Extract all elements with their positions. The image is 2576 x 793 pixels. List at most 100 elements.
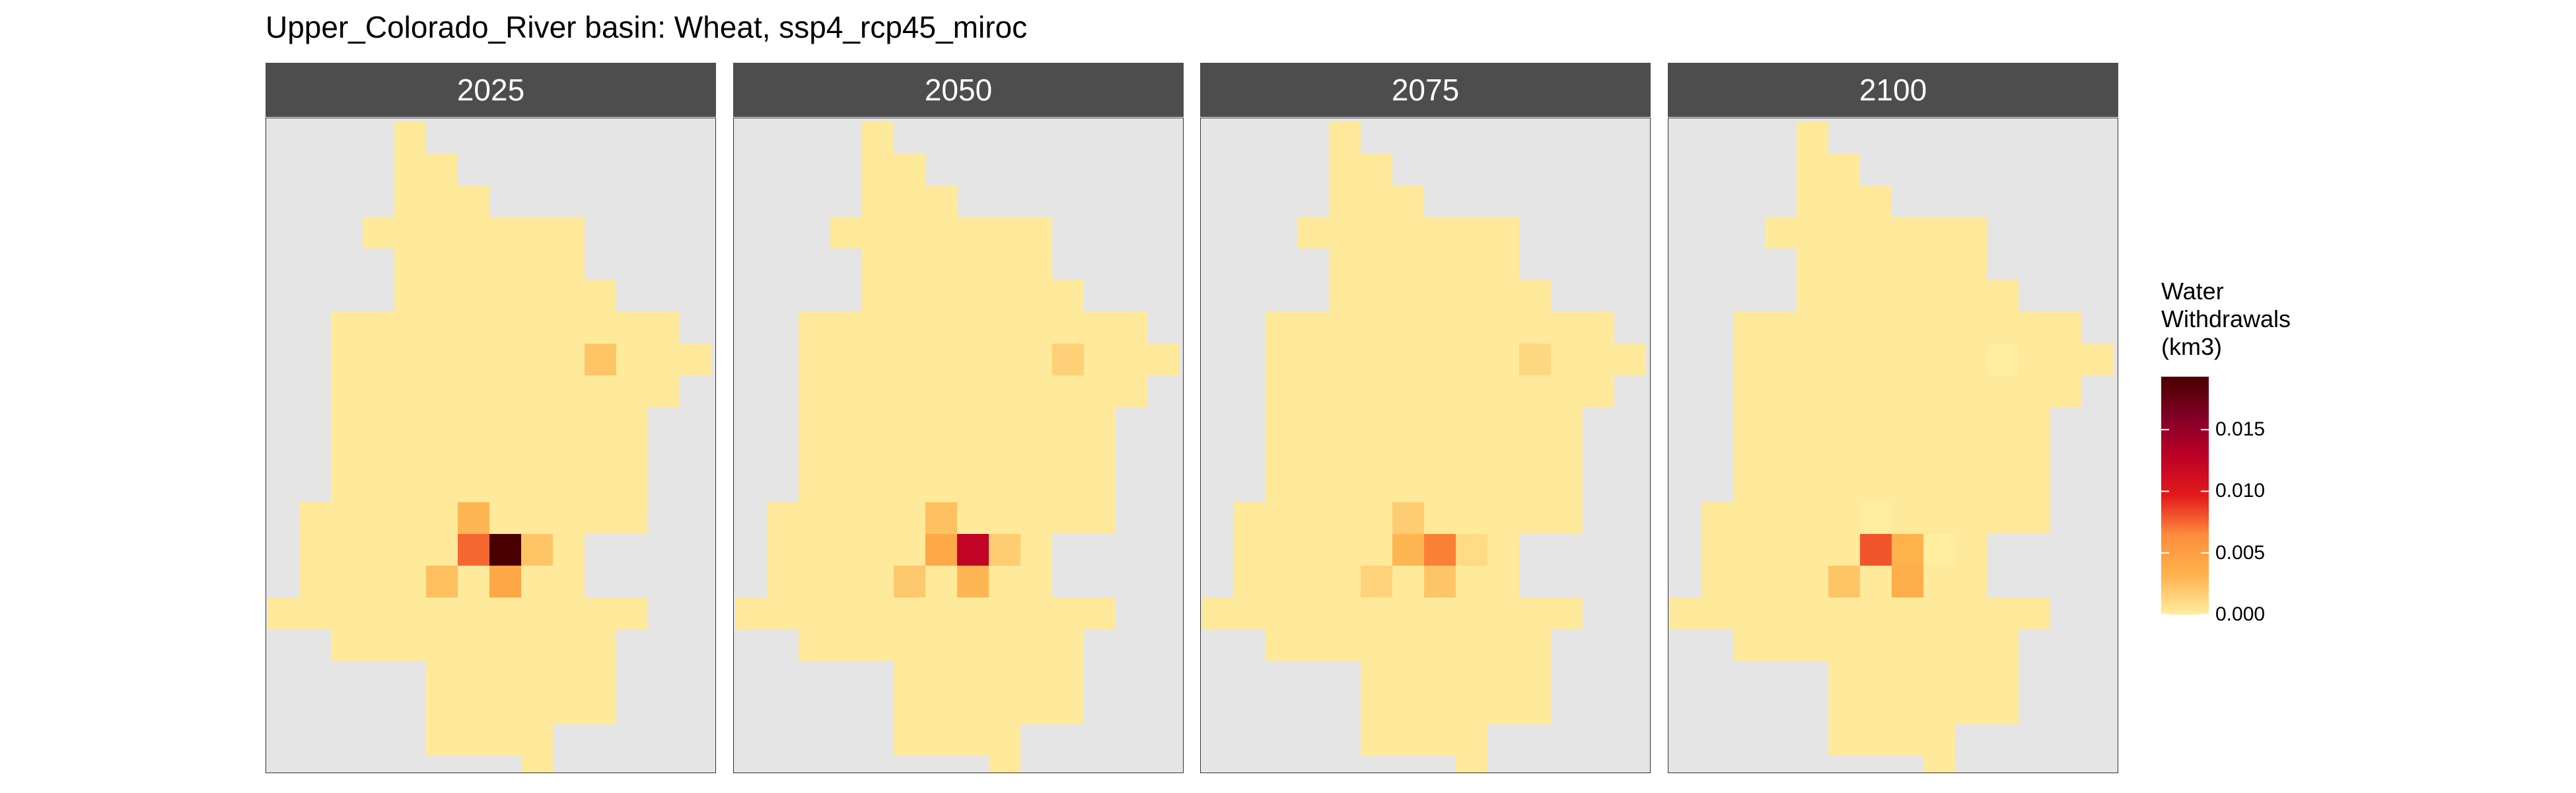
heatmap-cell	[1955, 471, 1987, 502]
heatmap-cell	[1234, 597, 1266, 629]
heatmap-cell	[363, 312, 394, 344]
heatmap-cell	[616, 471, 648, 502]
heatmap-cell	[1923, 439, 1955, 471]
heatmap-cell	[1860, 534, 1892, 566]
legend-title-line: Water	[2161, 278, 2224, 305]
heatmap-cell	[925, 185, 957, 217]
heatmap-cell	[925, 217, 957, 248]
heatmap-cell	[1860, 566, 1892, 597]
heatmap-cell	[1733, 439, 1765, 471]
heatmap-cell	[1487, 312, 1519, 344]
heatmap-cell	[1955, 407, 1987, 439]
heatmap-cell	[1828, 502, 1860, 534]
heatmap-cell	[862, 153, 894, 185]
heatmap-cell	[925, 534, 957, 566]
heatmap-cell	[862, 407, 894, 439]
heatmap-cell	[553, 661, 585, 693]
heatmap-cell	[363, 375, 394, 407]
heatmap-cell	[1424, 217, 1456, 248]
heatmap-cell	[394, 153, 426, 185]
heatmap-cell	[1797, 597, 1828, 629]
heatmap-cell	[1797, 629, 1828, 661]
heatmap-cell	[1392, 724, 1424, 756]
heatmap-cell	[521, 502, 553, 534]
heatmap-cell	[585, 661, 616, 693]
heatmap-cell	[925, 439, 957, 471]
heatmap-cell	[1234, 566, 1266, 597]
heatmap-cell	[521, 597, 553, 629]
heatmap-cell	[767, 566, 799, 597]
heatmap-cell	[1456, 756, 1487, 773]
heatmap-cell	[1020, 597, 1052, 629]
heatmap-cell	[616, 375, 648, 407]
heatmap-cell	[458, 344, 489, 375]
heatmap-cell	[331, 629, 363, 661]
heatmap-cell	[830, 439, 862, 471]
legend-tick-label: 0.010	[2215, 480, 2266, 502]
heatmap-cell	[521, 566, 553, 597]
heatmap-cell	[1392, 597, 1424, 629]
heatmap-cell	[799, 407, 830, 439]
heatmap-cell	[1297, 566, 1329, 597]
heatmap-cell	[1797, 312, 1828, 344]
heatmap-cell	[1020, 344, 1052, 375]
heatmap-cell	[1392, 471, 1424, 502]
heatmap-cell	[1955, 248, 1987, 280]
heatmap-cell	[1701, 502, 1733, 534]
heatmap-cell	[894, 661, 925, 693]
heatmap-cell	[585, 439, 616, 471]
heatmap-cell	[894, 724, 925, 756]
heatmap-cell	[458, 407, 489, 439]
heatmap-cell	[1456, 344, 1487, 375]
heatmap-cell	[1765, 566, 1797, 597]
heatmap-cell	[1020, 280, 1052, 312]
heatmap-cell	[1519, 375, 1551, 407]
heatmap-cell	[2050, 312, 2082, 344]
heatmap-cell	[1519, 629, 1551, 661]
heatmap-cell	[1424, 312, 1456, 344]
heatmap-cell	[1733, 471, 1765, 502]
heatmap-cell	[1987, 344, 2019, 375]
heatmap-cell	[1361, 153, 1392, 185]
heatmap-cell	[1052, 661, 1084, 693]
heatmap-cell	[616, 344, 648, 375]
heatmap-cell	[767, 502, 799, 534]
heatmap-cell	[894, 185, 925, 217]
heatmap-cell	[862, 248, 894, 280]
heatmap-cell	[1955, 502, 1987, 534]
heatmap-cell	[1733, 629, 1765, 661]
heatmap-cell	[989, 724, 1020, 756]
heatmap-cell	[989, 344, 1020, 375]
heatmap-cell	[426, 471, 458, 502]
heatmap-cell	[1987, 629, 2019, 661]
heatmap-cell	[1583, 312, 1614, 344]
heatmap-cell	[1052, 344, 1084, 375]
heatmap-cell	[1797, 248, 1828, 280]
heatmap-cell	[489, 344, 521, 375]
heatmap-cell	[521, 756, 553, 773]
heatmap-cell	[489, 566, 521, 597]
heatmap-cell	[1020, 566, 1052, 597]
heatmap-cell	[957, 693, 989, 724]
heatmap-cell	[957, 217, 989, 248]
heatmap-cell	[830, 629, 862, 661]
heatmap-cell	[331, 566, 363, 597]
heatmap-cell	[394, 629, 426, 661]
heatmap-cell	[1955, 629, 1987, 661]
heatmap-cell	[799, 375, 830, 407]
heatmap-cell	[1392, 217, 1424, 248]
heatmap-cell	[394, 502, 426, 534]
heatmap-cell	[1733, 566, 1765, 597]
heatmap-cell	[799, 312, 830, 344]
heatmap-cell	[1797, 280, 1828, 312]
heatmap-cell	[862, 344, 894, 375]
facet-panel-2025: 2025	[266, 63, 716, 773]
heatmap-cell	[648, 375, 680, 407]
heatmap-cell	[1955, 439, 1987, 471]
heatmap-cell	[585, 502, 616, 534]
heatmap-cell	[1116, 344, 1147, 375]
heatmap-cell	[830, 344, 862, 375]
heatmap-cell	[1828, 248, 1860, 280]
heatmap-cell	[1923, 756, 1955, 773]
heatmap-cell	[1392, 407, 1424, 439]
